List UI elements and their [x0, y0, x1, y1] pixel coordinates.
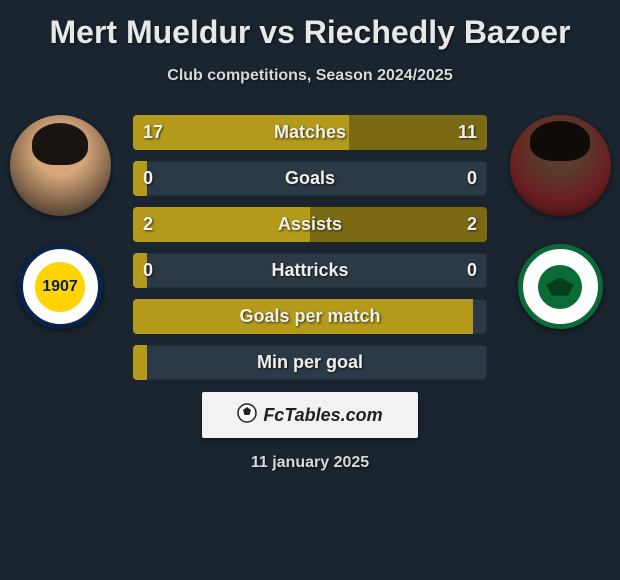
- stats-column: 1711Matches 00Goals 22Assists 00Hattricks Go…: [133, 115, 487, 380]
- club-right-icon: [538, 265, 582, 309]
- club-left-year: 1907: [35, 262, 85, 312]
- stat-label: Min per goal: [133, 345, 487, 380]
- club-right-badge: [518, 244, 603, 329]
- stat-label: Hattricks: [133, 253, 487, 288]
- left-side-column: 1907: [5, 115, 115, 329]
- comparison-card: Mert Mueldur vs Riechedly Bazoer Club co…: [0, 0, 620, 482]
- stat-row: Goals per match: [133, 299, 487, 334]
- branding-text: FcTables.com: [263, 405, 382, 426]
- player-right-avatar: [510, 115, 611, 216]
- stat-row: 22Assists: [133, 207, 487, 242]
- branding-badge[interactable]: FcTables.com: [202, 392, 418, 438]
- footer-date: 11 january 2025: [0, 454, 620, 472]
- stat-label: Assists: [133, 207, 487, 242]
- stat-label: Goals: [133, 161, 487, 196]
- stat-row: Min per goal: [133, 345, 487, 380]
- player-left-avatar: [10, 115, 111, 216]
- stat-label: Matches: [133, 115, 487, 150]
- stat-row: 00Goals: [133, 161, 487, 196]
- page-subtitle: Club competitions, Season 2024/2025: [0, 67, 620, 85]
- stat-row: 1711Matches: [133, 115, 487, 150]
- main-row: 1907 1711Matches 00Goals 22Assists 00Hattri…: [0, 115, 620, 380]
- stat-label: Goals per match: [133, 299, 487, 334]
- club-left-badge: 1907: [18, 244, 103, 329]
- right-side-column: [505, 115, 615, 329]
- stat-row: 00Hattricks: [133, 253, 487, 288]
- page-title: Mert Mueldur vs Riechedly Bazoer: [0, 14, 620, 51]
- soccer-ball-icon: [237, 403, 257, 428]
